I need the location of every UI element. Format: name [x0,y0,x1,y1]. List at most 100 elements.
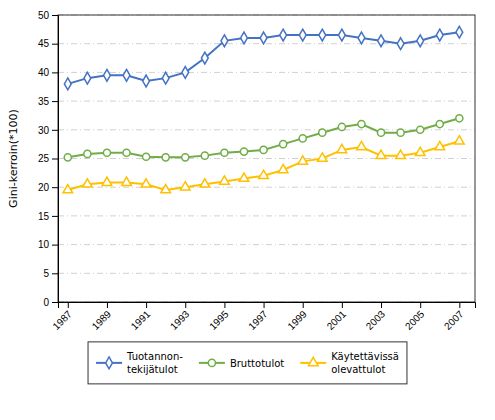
marker [103,149,110,156]
marker [299,29,306,41]
x-tick-label: 2001 [325,308,349,332]
marker [201,152,208,159]
marker [358,120,365,127]
marker [143,153,150,160]
grid-line [58,215,475,216]
marker [280,29,287,41]
legend-marker [106,357,113,369]
marker [378,35,385,47]
marker [182,154,189,161]
x-tick: 1991 [129,302,153,332]
marker [200,179,210,187]
marker [221,35,228,47]
y-tick-label: 0 [43,297,49,308]
y-tick-label: 35 [38,96,50,107]
legend-label: Käytettävissäolevattulot [331,351,399,375]
marker [337,144,347,152]
marker [260,146,267,153]
marker [455,136,465,144]
marker [162,72,169,84]
marker [358,32,365,44]
y-axis-line [52,16,59,303]
legend: Tuotannon-tekijätulot Bruttotulot Käytettä… [88,342,407,384]
legend-marker [308,357,318,365]
x-tick: 1989 [90,302,114,332]
x-tick-mark [68,302,69,308]
marker [180,182,190,190]
marker [161,185,171,193]
marker [317,153,327,161]
marker [64,78,71,90]
marker [436,29,443,41]
marker [298,156,308,164]
series-line [68,141,460,190]
x-tick-mark [381,302,382,308]
marker [259,170,269,178]
y-tick-label: 50 [38,10,50,21]
marker [280,141,287,148]
x-tick-mark [185,302,186,308]
marker [239,173,249,181]
x-tick-label: 2007 [442,308,466,332]
y-tick: 0 [43,297,58,308]
marker [376,150,386,158]
x-tick-label: 2003 [364,308,388,332]
x-tick-mark [146,302,147,308]
marker [415,147,425,155]
marker [338,123,345,130]
x-tick: 1995 [207,302,231,332]
legend-marker [208,359,215,366]
y-tick: 5 [43,268,58,279]
marker [221,149,228,156]
y-tick: 40 [38,67,58,78]
marks [63,26,464,193]
y-tick-mark [52,101,58,102]
marker [456,115,463,122]
marker [162,154,169,161]
grid-line [58,72,475,73]
y-tick: 10 [38,239,58,250]
y-tick-label: 45 [38,38,50,49]
marker [122,177,132,185]
marker [104,69,111,81]
marker [299,135,306,142]
y-tick: 45 [38,38,58,49]
x-tick: 1987 [50,302,74,332]
x-tick-mark [420,302,421,308]
x-tick: 2007 [442,302,466,332]
marker [220,176,230,184]
marker [260,32,267,44]
marker [278,164,288,172]
marker [123,149,130,156]
y-tick-mark [52,44,58,45]
marker [241,32,248,44]
y-tick-label: 5 [43,268,49,279]
x-tick-mark [342,302,343,308]
marker [319,29,326,41]
legend-label: Bruttotulot [230,358,284,369]
x-tick-mark [303,302,304,308]
y-tick: 30 [38,125,58,136]
y-tick-label: 40 [38,67,50,78]
x-tick: 2005 [403,302,427,332]
marker [123,69,130,81]
x-tick-label: 1987 [50,308,74,332]
y-tick-mark [52,130,58,131]
marker [435,141,445,149]
y-tick-mark [52,187,58,188]
legend-entry: Bruttotulot [199,358,284,369]
x-tick-label: 1989 [90,308,114,332]
marker [357,141,367,149]
marker [201,52,208,64]
x-tick-mark [459,302,460,308]
x-tick: 1999 [285,302,309,332]
y-tick: 35 [38,96,58,107]
legend-entry: Tuotannon-tekijätulot [96,351,183,375]
series-markers [64,26,462,89]
y-tick: 15 [38,211,58,222]
marker [338,29,345,41]
x-axis: 1987198919911993199519971999200120032005… [50,302,475,332]
x-axis-line [59,303,476,309]
y-tick: 20 [38,182,58,193]
y-axis-title: Gini-kerroin(*100) [7,109,20,208]
